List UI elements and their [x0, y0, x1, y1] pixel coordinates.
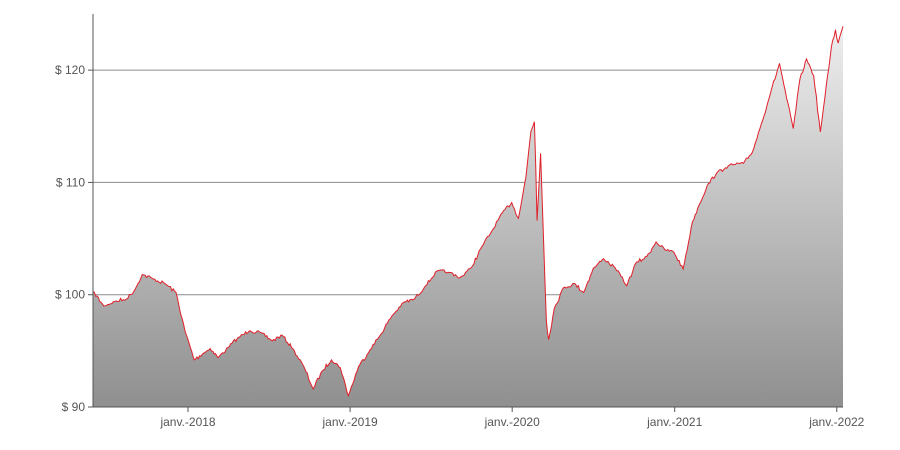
y-axis-ticks: $ 90 $ 100 $ 110 $ 120	[55, 63, 93, 414]
x-tick-label: janv.-2019	[322, 415, 378, 429]
x-tick-label: janv.-2022	[808, 415, 864, 429]
y-tick-label: $ 120	[55, 63, 85, 77]
x-tick-label: janv.-2021	[646, 415, 702, 429]
x-tick-label: janv.-2020	[484, 415, 540, 429]
series-line	[92, 26, 844, 398]
y-tick-label: $ 100	[55, 288, 85, 302]
x-axis-ticks: janv.-2018 janv.-2019 janv.-2020 janv.-2021…	[159, 407, 865, 429]
y-tick-label: $ 110	[56, 175, 85, 189]
series-area	[93, 26, 843, 407]
y-tick-label: $ 90	[62, 400, 86, 414]
x-tick-label: janv.-2018	[159, 415, 215, 429]
